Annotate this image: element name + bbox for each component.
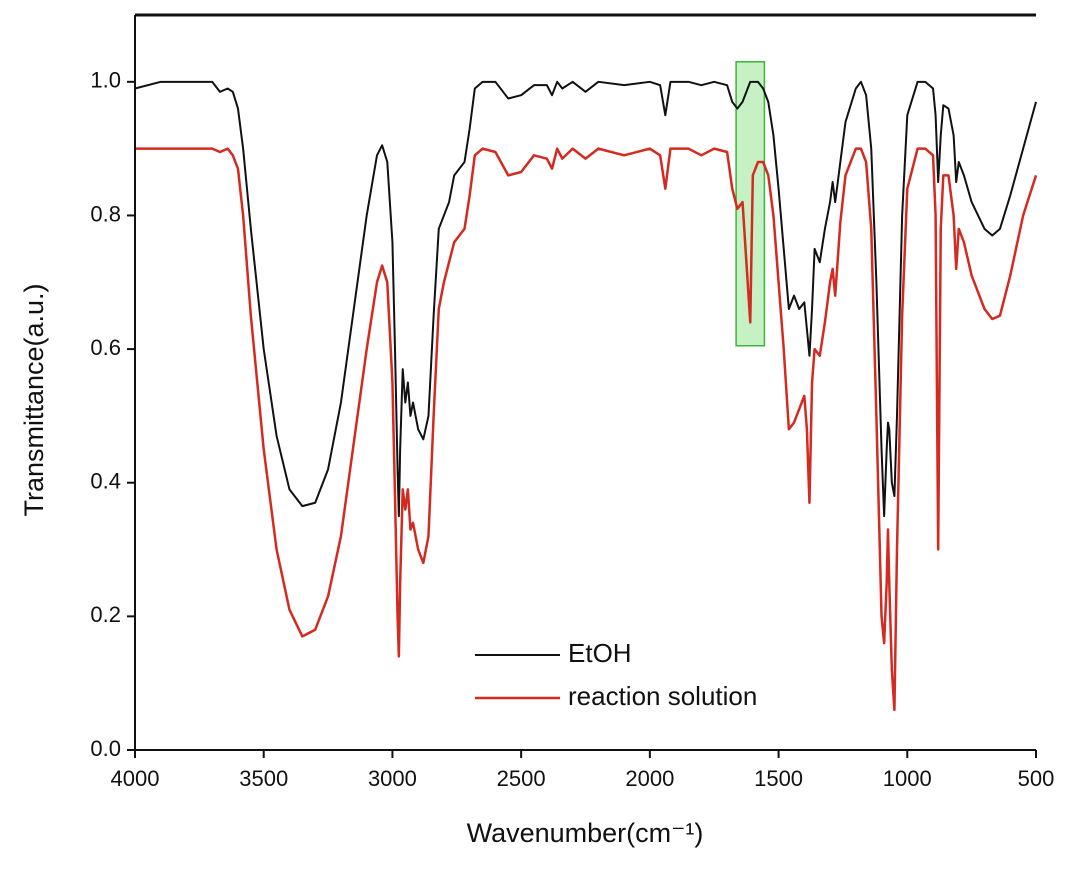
x-axis-label: Wavenumber(cm⁻¹) [467, 818, 704, 848]
y-tick-label: 0.6 [90, 335, 121, 360]
y-tick-label: 0.0 [90, 736, 121, 761]
x-tick-label: 2000 [625, 766, 674, 791]
x-tick-label: 500 [1018, 766, 1055, 791]
y-tick-label: 1.0 [90, 68, 121, 93]
y-tick-label: 0.8 [90, 201, 121, 226]
x-tick-label: 4000 [111, 766, 160, 791]
y-tick-label: 0.2 [90, 602, 121, 627]
series-line [134, 80, 1037, 518]
x-tick-label: 1000 [883, 766, 932, 791]
y-tick-label: 0.4 [90, 469, 121, 494]
x-tick-label: 1500 [754, 766, 803, 791]
x-tick-label: 3500 [239, 766, 288, 791]
legend-label: EtOH [568, 638, 632, 668]
legend-label: reaction solution [568, 681, 757, 711]
x-tick-label: 2500 [497, 766, 546, 791]
series-line [135, 147, 1038, 712]
y-axis-label: Transmittance(a.u.) [19, 283, 49, 516]
x-tick-label: 3000 [368, 766, 417, 791]
